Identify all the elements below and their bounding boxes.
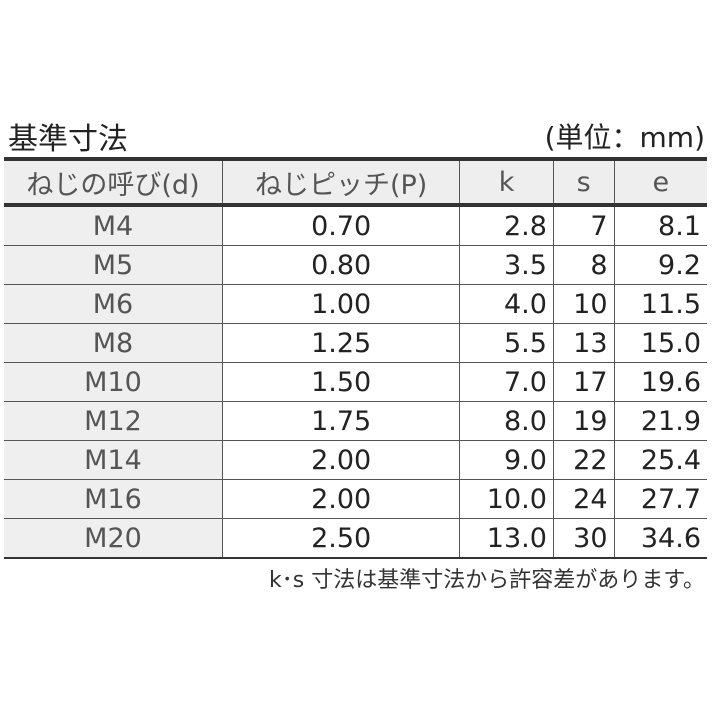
table-cell: M4 (4, 205, 223, 246)
column-header: ねじピッチ(P) (221, 159, 460, 207)
table-cell: 2.00 (221, 479, 460, 519)
table-cell: 11.5 (613, 284, 707, 324)
table-cell: 10.0 (459, 479, 554, 519)
table-cell: 8.1 (613, 205, 707, 246)
column-header: ねじの呼び(d) (4, 159, 223, 207)
table-cell: 30 (552, 518, 615, 559)
table-cell: M14 (4, 440, 223, 480)
table-cell: 25.4 (613, 440, 707, 480)
footnote: k･s 寸法は基準寸法から許容差があります。 (269, 568, 705, 593)
table-cell: 19 (552, 401, 615, 441)
table-cell: 8 (552, 245, 615, 285)
table-cell: 7.0 (459, 362, 554, 402)
table-cell: 24 (552, 479, 615, 519)
column-header: k (459, 159, 554, 207)
table-row: M8 1.25 5.5 13 15.0 (4, 323, 707, 363)
table-cell: 17 (552, 362, 615, 402)
table-cell: M6 (4, 284, 223, 324)
table-cell: 4.0 (459, 284, 554, 324)
unit-label: (単位：mm) (544, 121, 705, 154)
table-cell: M20 (4, 518, 223, 559)
table-cell: M8 (4, 323, 223, 363)
table-cell: 15.0 (613, 323, 707, 363)
table-cell: 0.70 (221, 205, 460, 246)
table-cell: 1.25 (221, 323, 460, 363)
table-cell: 22 (552, 440, 615, 480)
table-cell: 27.7 (613, 479, 707, 519)
column-header: s (552, 159, 615, 207)
table-cell: M12 (4, 401, 223, 441)
table-row: M5 0.80 3.5 8 9.2 (4, 245, 707, 285)
table-cell: 19.6 (613, 362, 707, 402)
table-row: M10 1.50 7.0 17 19.6 (4, 362, 707, 402)
table-cell: 9.0 (459, 440, 554, 480)
table-cell: M16 (4, 479, 223, 519)
table-row: M14 2.00 9.0 22 25.4 (4, 440, 707, 480)
table-row: M12 1.75 8.0 19 21.9 (4, 401, 707, 441)
table-cell: 13 (552, 323, 615, 363)
dimension-table: ねじの呼び(d) ねじピッチ(P) k s e M4 0.70 2.8 7 8.1 M5 0.80 3… (4, 157, 707, 559)
table-row: M4 0.70 2.8 7 8.1 (4, 205, 707, 246)
table-cell: 2.50 (221, 518, 460, 559)
table-cell: M5 (4, 245, 223, 285)
table-cell: 2.00 (221, 440, 460, 480)
table-cell: 9.2 (613, 245, 707, 285)
table-row: M16 2.00 10.0 24 27.7 (4, 479, 707, 519)
table-cell: 1.00 (221, 284, 460, 324)
table-cell: 5.5 (459, 323, 554, 363)
table-row: M20 2.50 13.0 30 34.6 (4, 518, 707, 559)
section-title: 基準寸法 (8, 122, 128, 157)
table-cell: 34.6 (613, 518, 707, 559)
table-cell: 1.50 (221, 362, 460, 402)
column-header: e (613, 159, 707, 207)
table-cell: 10 (552, 284, 615, 324)
table-cell: 3.5 (459, 245, 554, 285)
table-cell: M10 (4, 362, 223, 402)
table-cell: 7 (552, 205, 615, 246)
table-row: M6 1.00 4.0 10 11.5 (4, 284, 707, 324)
table-cell: 1.75 (221, 401, 460, 441)
table-cell: 8.0 (459, 401, 554, 441)
table-cell: 2.8 (459, 205, 554, 246)
table-cell: 21.9 (613, 401, 707, 441)
table-cell: 0.80 (221, 245, 460, 285)
table-cell: 13.0 (459, 518, 554, 559)
